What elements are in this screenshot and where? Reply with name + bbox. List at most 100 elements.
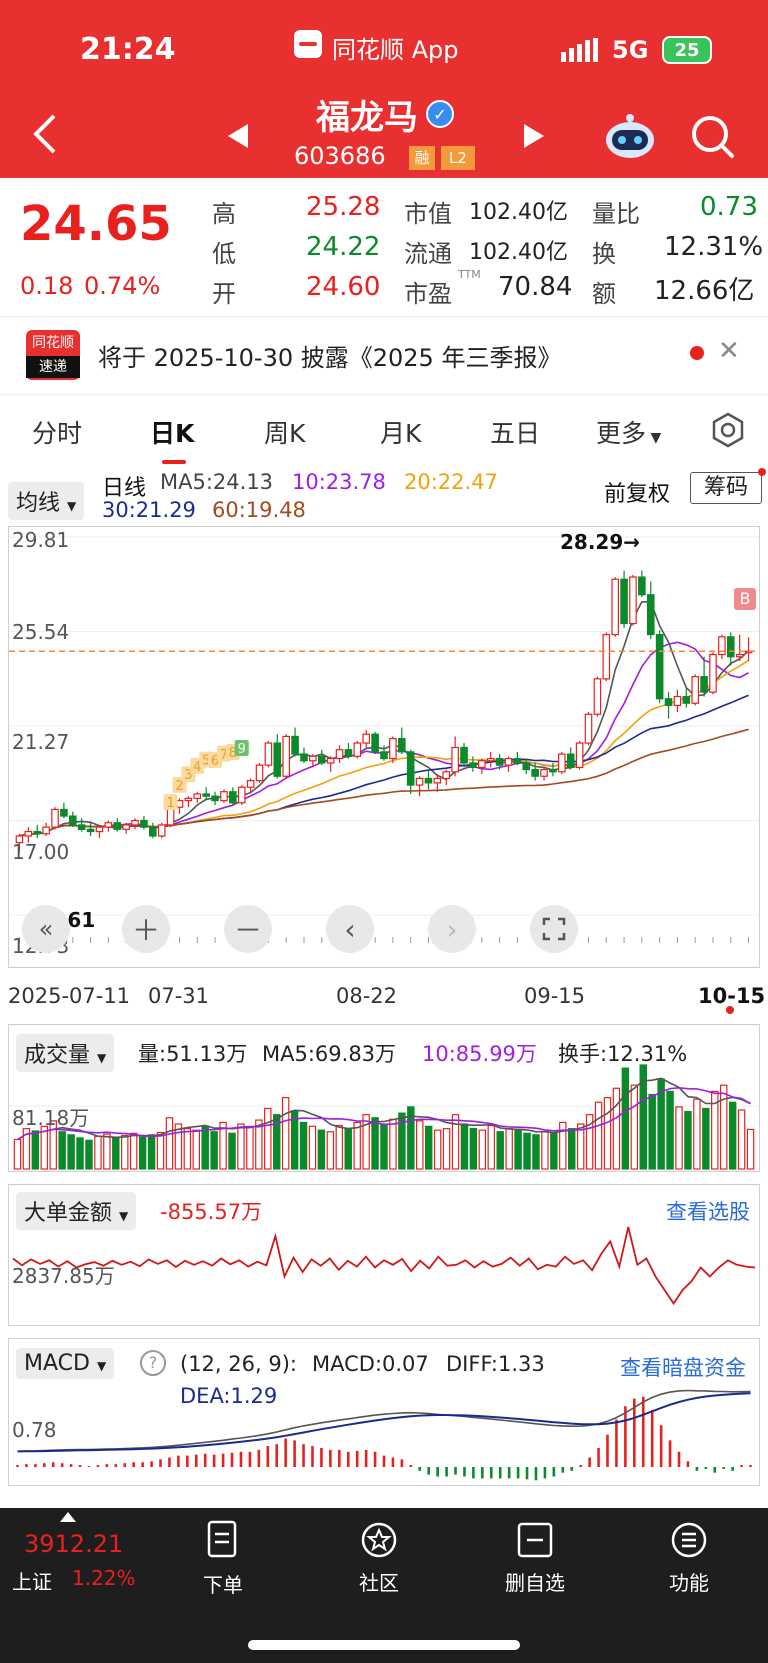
view-stocks-link[interactable]: 查看选股 <box>666 1200 750 1224</box>
bigorder-chart[interactable] <box>9 1185 759 1325</box>
ma5-value: MA5:24.13 <box>160 470 274 494</box>
prev-stock-icon[interactable] <box>226 122 250 154</box>
candle-body <box>51 808 59 828</box>
candle-body <box>335 749 344 760</box>
td-sequence-number: 2 <box>175 779 183 794</box>
robot-assistant-icon[interactable] <box>604 112 656 164</box>
candle-body <box>157 824 166 837</box>
volume-select[interactable]: 成交量 ▼ <box>16 1034 115 1072</box>
volume-bar <box>156 1131 165 1170</box>
price-change-pct: 0.74% <box>84 272 161 300</box>
bigorder-select-label: 大单金额 <box>24 1201 113 1226</box>
volume-bar <box>728 1101 737 1170</box>
volratio-value: 0.73 <box>700 192 758 222</box>
tab-more[interactable]: 更多 ▼ <box>596 414 661 450</box>
candle-body <box>282 735 290 777</box>
tab-weekly-k[interactable]: 周K <box>264 419 306 448</box>
nav-community[interactable]: 社区 <box>334 1520 424 1596</box>
fullscreen-icon[interactable] <box>530 905 578 953</box>
badge-l2: L2 <box>441 146 475 170</box>
volume-bar <box>612 1087 621 1170</box>
bigorder-select[interactable]: 大单金额 ▼ <box>16 1192 137 1230</box>
app-logo-icon <box>294 30 322 58</box>
volume-bar <box>737 1109 746 1170</box>
high-price-marker: 28.29→ <box>560 530 641 554</box>
scroll-right-icon[interactable]: › <box>428 905 476 953</box>
candle-body <box>406 751 415 786</box>
volume-bar <box>702 1107 710 1170</box>
candle-body <box>300 753 308 762</box>
candle-body <box>638 576 646 596</box>
candle-body <box>131 819 139 826</box>
volume-y-tick: 81.18万 <box>12 1106 90 1130</box>
settings-hexagon-icon[interactable] <box>710 412 746 452</box>
candle-body <box>620 578 628 625</box>
turnover-label: 换 <box>592 240 616 268</box>
candle-body <box>513 757 522 764</box>
volume-ma10: 10:85.99万 <box>422 1042 537 1066</box>
volume-bar <box>85 1139 93 1170</box>
candle-body <box>566 753 575 768</box>
candle-body <box>415 777 424 786</box>
chevron-down-icon: ▼ <box>96 1359 107 1373</box>
macd-chart[interactable] <box>9 1339 759 1485</box>
nav-order[interactable]: 下单 <box>178 1520 268 1598</box>
volume-bar <box>541 1131 549 1170</box>
volume-bar <box>559 1121 567 1170</box>
index-expand-icon[interactable] <box>60 1512 76 1522</box>
view-dark-pool-link[interactable]: 查看暗盘资金 <box>620 1356 746 1380</box>
adjust-toggle[interactable]: 前复权 <box>604 482 671 507</box>
tab-daily-k[interactable]: 日K <box>150 419 195 448</box>
volume-bar <box>514 1129 522 1170</box>
nav-remove-watchlist[interactable]: 删自选 <box>490 1520 580 1596</box>
x-tick: 07-31 <box>148 984 210 1008</box>
candle-body <box>122 824 130 830</box>
help-icon[interactable]: ? <box>140 1350 166 1376</box>
volume-bar <box>344 1128 352 1170</box>
notice-text[interactable]: 将于 2025-10-30 披露《2025 年三季报》 <box>98 344 562 372</box>
buy-signal-badge[interactable]: B <box>734 588 756 610</box>
volume-value: 量:51.13万 <box>138 1042 248 1066</box>
x-tick-current: 10-15 <box>698 984 766 1008</box>
rewind-icon[interactable]: « <box>22 905 70 953</box>
volume-select-label: 成交量 <box>24 1043 91 1068</box>
volume-bar <box>568 1128 576 1170</box>
zoom-out-icon[interactable]: － <box>224 905 272 953</box>
tab-fenshi[interactable]: 分时 <box>32 419 83 448</box>
volume-bar <box>112 1137 120 1170</box>
candle-body <box>726 636 735 658</box>
volume-bar <box>210 1131 218 1170</box>
back-icon[interactable] <box>30 112 60 160</box>
scroll-left-icon[interactable]: ‹ <box>326 905 374 953</box>
search-icon[interactable] <box>690 114 736 164</box>
chips-button[interactable]: 筹码 <box>690 472 762 504</box>
volume-bar <box>460 1123 469 1170</box>
zoom-in-icon[interactable]: ＋ <box>122 905 170 953</box>
macd-y-tick: 0.78 <box>12 1418 57 1442</box>
close-icon[interactable]: ✕ <box>718 336 740 366</box>
volume-bar <box>532 1134 540 1170</box>
candle-body <box>202 793 210 797</box>
volume-bar <box>264 1107 272 1170</box>
candle-body <box>540 768 548 777</box>
macd-params: (12, 26, 9): <box>180 1352 297 1376</box>
nav-remove-watchlist-label: 删自选 <box>505 1571 565 1595</box>
mktcap-value: 102.40亿 <box>469 200 568 225</box>
candle-body <box>237 786 246 804</box>
volume-bar <box>76 1137 84 1170</box>
volume-bar <box>58 1131 66 1170</box>
tab-monthly-k[interactable]: 月K <box>380 419 422 448</box>
tab-five-day[interactable]: 五日 <box>490 419 541 448</box>
nav-functions[interactable]: 功能 <box>644 1520 734 1596</box>
volume-bar <box>13 1138 22 1170</box>
index-name: 上证 <box>12 1570 52 1594</box>
ma-select[interactable]: 均线 ▼ <box>8 482 85 520</box>
volume-chart[interactable] <box>9 1025 759 1171</box>
volume-bar <box>523 1132 531 1170</box>
index-value[interactable]: 3912.21 <box>24 1530 124 1558</box>
signal-icon <box>561 38 599 66</box>
macd-select[interactable]: MACD ▼ <box>16 1348 115 1379</box>
volume-bar <box>228 1132 236 1170</box>
next-stock-icon[interactable] <box>522 122 546 154</box>
